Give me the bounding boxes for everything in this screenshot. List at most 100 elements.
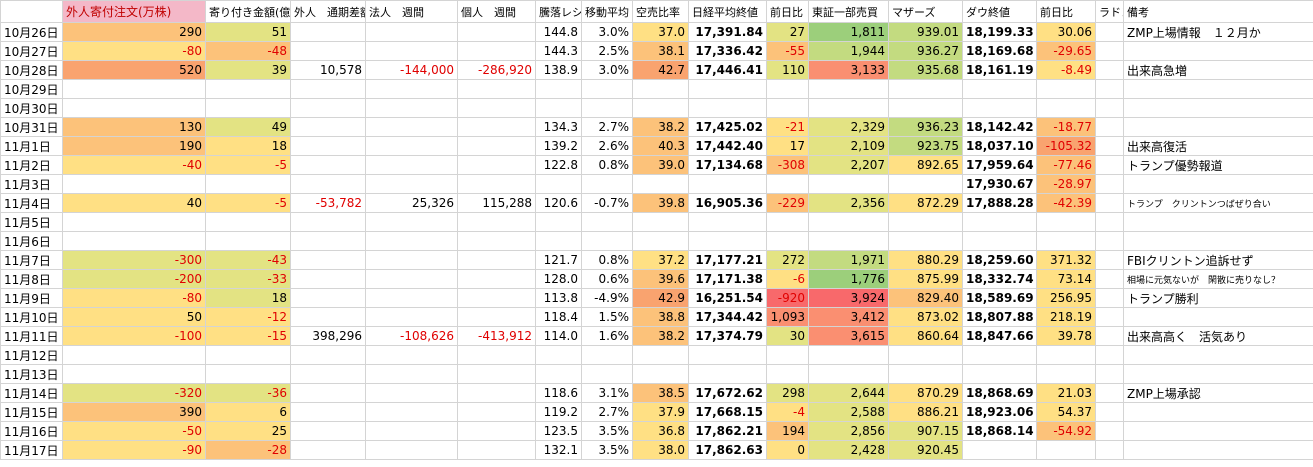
cell xyxy=(688,345,767,365)
cell xyxy=(962,79,1037,99)
cell xyxy=(535,79,582,99)
cell xyxy=(1095,231,1124,251)
cell: -15 xyxy=(205,326,291,346)
cell: 18,142.42 xyxy=(962,117,1037,137)
cell xyxy=(581,79,633,99)
cell xyxy=(365,345,458,365)
cell xyxy=(581,174,633,194)
cell: 2.5% xyxy=(581,41,633,61)
cell: 2,428 xyxy=(808,440,889,460)
cell: 0.8% xyxy=(581,155,633,175)
cell xyxy=(581,231,633,251)
cell xyxy=(365,231,458,251)
cell: 17,672.62 xyxy=(688,383,767,403)
cell xyxy=(1095,421,1124,441)
cell xyxy=(1095,136,1124,156)
cell: 128.0 xyxy=(535,269,582,289)
cell xyxy=(688,98,767,118)
cell: 18,589.69 xyxy=(962,288,1037,308)
cell: 194 xyxy=(766,421,809,441)
cell: 17,344.42 xyxy=(688,307,767,327)
cell: -100 xyxy=(62,326,206,346)
cell: 256.95 xyxy=(1036,288,1096,308)
cell: 144.3 xyxy=(535,41,582,61)
cell xyxy=(888,174,963,194)
cell xyxy=(365,98,458,118)
cell: 42.7 xyxy=(632,60,689,80)
cell: 872.29 xyxy=(888,193,963,213)
cell: -105.32 xyxy=(1036,136,1096,156)
cell xyxy=(205,231,291,251)
cell: 10月27日 xyxy=(0,41,63,61)
cell xyxy=(1095,41,1124,61)
cell: 49 xyxy=(205,117,291,137)
cell: 3.1% xyxy=(581,383,633,403)
cell: -5 xyxy=(205,155,291,175)
cell xyxy=(290,402,366,422)
cell: 17,374.79 xyxy=(688,326,767,346)
cell: 39 xyxy=(205,60,291,80)
cell xyxy=(365,155,458,175)
cell: 17,425.02 xyxy=(688,117,767,137)
header-cell: 前日比 xyxy=(766,0,809,23)
cell: 873.02 xyxy=(888,307,963,327)
header-cell: 日経平均終値 xyxy=(688,0,767,23)
cell xyxy=(62,212,206,232)
cell: -50 xyxy=(62,421,206,441)
cell: 54.37 xyxy=(1036,402,1096,422)
cell xyxy=(290,174,366,194)
cell: 10月31日 xyxy=(0,117,63,137)
cell xyxy=(535,212,582,232)
cell xyxy=(1123,117,1313,137)
cell xyxy=(290,231,366,251)
cell: 939.01 xyxy=(888,22,963,42)
cell xyxy=(62,174,206,194)
cell xyxy=(457,364,536,384)
cell xyxy=(808,79,889,99)
cell: 2,329 xyxy=(808,117,889,137)
cell xyxy=(365,22,458,42)
cell: -229 xyxy=(766,193,809,213)
cell: 3,924 xyxy=(808,288,889,308)
cell: 18,199.33 xyxy=(962,22,1037,42)
cell: 18 xyxy=(205,136,291,156)
cell: 30 xyxy=(766,326,809,346)
cell: 1.6% xyxy=(581,326,633,346)
cell: -320 xyxy=(62,383,206,403)
cell xyxy=(290,421,366,441)
cell xyxy=(290,269,366,289)
cell: 18,868.69 xyxy=(962,383,1037,403)
cell xyxy=(632,345,689,365)
cell: 1,944 xyxy=(808,41,889,61)
cell: -21 xyxy=(766,117,809,137)
cell: 110 xyxy=(766,60,809,80)
cell xyxy=(766,212,809,232)
cell xyxy=(962,98,1037,118)
cell xyxy=(1095,60,1124,80)
data-row: 11月13日 xyxy=(0,364,1313,384)
cell xyxy=(457,174,536,194)
data-row: 10月26日 290 51 144.8 3.0% 37.0 17,391.84 27 1,811… xyxy=(0,22,1313,42)
cell xyxy=(62,345,206,365)
cell xyxy=(457,41,536,61)
cell xyxy=(1095,79,1124,99)
cell xyxy=(1095,307,1124,327)
cell: -40 xyxy=(62,155,206,175)
cell: 2.7% xyxy=(581,402,633,422)
cell: -33 xyxy=(205,269,291,289)
cell: 3.5% xyxy=(581,421,633,441)
data-row: 11月10日 50 -12 118.4 1.5% 38.8 17,344.42 1,093 3,… xyxy=(0,307,1313,327)
cell: 16,905.36 xyxy=(688,193,767,213)
cell: -36 xyxy=(205,383,291,403)
cell: -12 xyxy=(205,307,291,327)
cell: 37.9 xyxy=(632,402,689,422)
cell xyxy=(365,250,458,270)
cell: 10月30日 xyxy=(0,98,63,118)
cell: 829.40 xyxy=(888,288,963,308)
cell xyxy=(888,231,963,251)
cell xyxy=(1095,22,1124,42)
cell: 39.78 xyxy=(1036,326,1096,346)
cell: -5 xyxy=(205,193,291,213)
cell xyxy=(205,79,291,99)
data-row: 10月31日 130 49 134.3 2.7% 38.2 17,425.02 -21 2,32… xyxy=(0,117,1313,137)
